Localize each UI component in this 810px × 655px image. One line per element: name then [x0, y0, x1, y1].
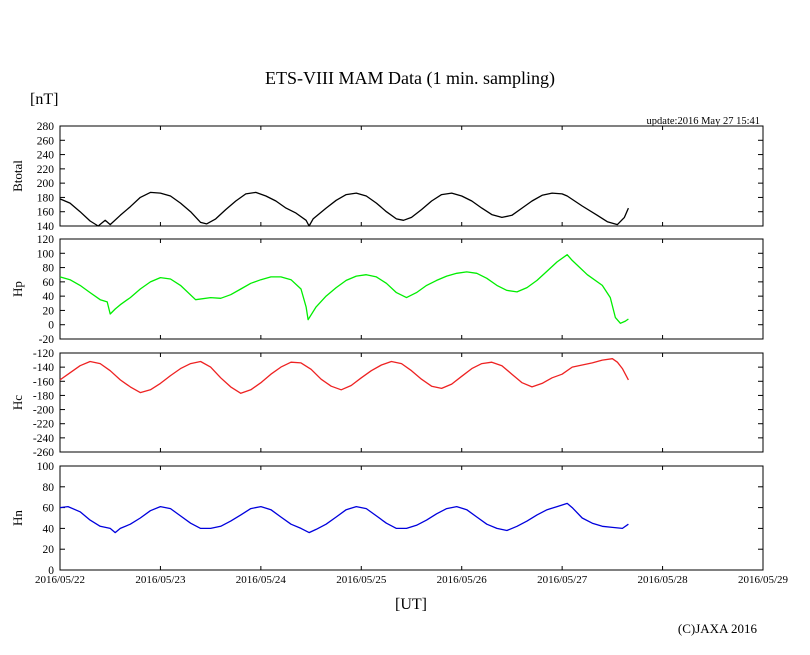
y-tick-label: 0 [48, 320, 54, 332]
panels-layer: 280260240220200180160140Btotal1201008060… [10, 121, 764, 577]
y-tick-label: 60 [43, 277, 55, 289]
y-tick-label: 20 [43, 544, 55, 556]
y-tick-label: -160 [33, 376, 54, 388]
panel-hc: -120 -140 -160 -180 -200 -220 -240 -260 Hc [10, 348, 764, 459]
series-line-hn [59, 502, 629, 534]
y-tick-label: -120 [33, 348, 54, 360]
x-tick-label: 2016/05/27 [537, 574, 588, 586]
y-tick-label: 0 [48, 565, 54, 577]
y-axis-label: Btotal [10, 160, 25, 192]
y-tick-label: -220 [33, 419, 54, 431]
x-axis: 2016/05/22 2016/05/23 2016/05/24 2016/05/25… [35, 574, 789, 586]
y-tick-label: 80 [43, 263, 55, 275]
y-tick-label: 80 [43, 482, 55, 494]
y-tick-label: 100 [37, 248, 55, 260]
y-axis-label: Hp [10, 281, 25, 297]
y-tick-label: 40 [43, 291, 55, 303]
series-line-hc [59, 358, 629, 394]
y-tick-label: -20 [39, 334, 55, 346]
y-tick-label: 260 [37, 135, 55, 147]
update-timestamp: update:2016 May 27 15:41 [647, 116, 760, 127]
y-tick-label: -260 [33, 447, 54, 459]
y-tick-label: 60 [43, 503, 55, 515]
series-line-hp [59, 254, 629, 324]
y-tick-label: 180 [37, 192, 55, 204]
x-tick-label: 2016/05/28 [638, 574, 689, 586]
y-tick-label: 280 [37, 121, 55, 133]
x-tick-label: 2016/05/24 [236, 574, 287, 586]
y-tick-label: 160 [37, 207, 55, 219]
panel-frame [59, 465, 764, 571]
x-tick-label: 2016/05/23 [135, 574, 186, 586]
y-tick-label: -200 [33, 405, 54, 417]
y-tick-label: 220 [37, 164, 55, 176]
panel-frame [59, 125, 764, 227]
panel-hp: 120 100 80 60 40 20 0 -20 Hp [10, 234, 764, 346]
y-tick-label: -180 [33, 390, 54, 402]
unit-label: [nT] [30, 91, 58, 108]
y-tick-label: 200 [37, 178, 55, 190]
chart-title: ETS-VIII MAM Data (1 min. sampling) [265, 68, 555, 89]
panel-hn: 100 80 60 40 20 0 Hn [10, 461, 764, 577]
x-axis-label: [UT] [395, 596, 427, 613]
series-line-btotal [59, 191, 629, 227]
y-tick-label: -240 [33, 433, 54, 445]
copyright-text: (C)JAXA 2016 [678, 621, 758, 636]
y-tick-label: 240 [37, 150, 55, 162]
y-tick-label: -140 [33, 362, 54, 374]
panel-frame [59, 352, 764, 453]
x-tick-label: 2016/05/22 [35, 574, 85, 586]
y-axis-label: Hn [10, 510, 25, 526]
y-tick-label: 20 [43, 305, 55, 317]
x-tick-label: 2016/05/29 [738, 574, 789, 586]
y-tick-label: 100 [37, 461, 55, 473]
panel-btotal: 280 260 240 220 200 180 160 140 Btotal [10, 121, 764, 233]
y-axis-label: Hc [10, 395, 25, 410]
y-tick-label: 120 [37, 234, 55, 246]
panel-frame [59, 238, 764, 340]
x-tick-label: 2016/05/26 [437, 574, 488, 586]
y-tick-label: 140 [37, 221, 55, 233]
x-tick-label: 2016/05/25 [336, 574, 387, 586]
y-tick-label: 40 [43, 523, 55, 535]
